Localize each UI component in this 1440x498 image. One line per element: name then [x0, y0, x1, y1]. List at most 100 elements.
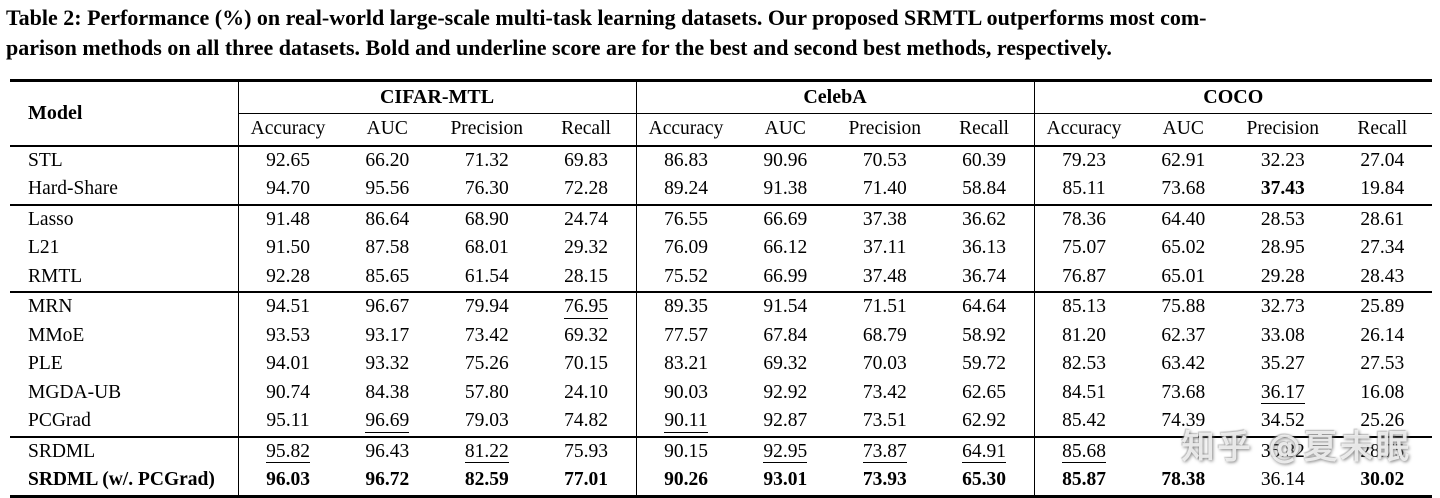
value-cell: 85.42: [1033, 407, 1134, 438]
value-text: 71.32: [464, 149, 509, 171]
value-text: 62.92: [962, 410, 1006, 432]
value-text: 95.11: [266, 410, 310, 432]
value-cell: 37.38: [835, 205, 935, 235]
table-row: PLE 94.01 93.32 75.26 70.15 83.21 69.32 70.03 59…: [10, 350, 1432, 379]
value-text: 70.03: [862, 353, 907, 375]
value-text: 79.94: [464, 296, 509, 318]
value-text: 63.42: [1161, 353, 1206, 375]
value-cell: 82.53: [1033, 350, 1134, 379]
value-text: 58.92: [962, 324, 1006, 346]
value-text: 59.72: [962, 353, 1006, 375]
value-cell: 96.72: [338, 466, 438, 496]
value-text: 32.73: [1260, 296, 1305, 318]
value-text: 25.26: [1360, 410, 1405, 432]
value-cell: 85.13: [1033, 292, 1134, 322]
value-cell: 27.04: [1333, 146, 1433, 176]
value-text: 69.32: [763, 353, 808, 375]
value-text: 62.91: [1161, 149, 1206, 171]
table-row: MGDA-UB 90.74 84.38 57.80 24.10 90.03 92.92 73.…: [10, 378, 1432, 408]
value-text: 66.99: [763, 265, 808, 287]
value-cell: 95.82: [237, 436, 338, 467]
value-text: 91.48: [266, 208, 310, 230]
value-cell: 32.73: [1233, 292, 1333, 322]
value-text: 82.59: [464, 469, 509, 491]
value-cell: 86.83: [635, 145, 736, 176]
value-text: 83.21: [664, 353, 708, 375]
value-cell: 96.43: [338, 437, 438, 467]
value-text: 27.53: [1360, 353, 1405, 375]
value-cell: 75.26: [437, 350, 537, 379]
value-text: 75.52: [664, 265, 708, 287]
value-text: 89.24: [664, 178, 708, 200]
value-cell: 90.03: [635, 378, 736, 408]
value-cell: 94.01: [237, 350, 338, 379]
value-text: 85.87: [1062, 469, 1106, 491]
value-cell: 95.56: [337, 175, 437, 206]
value-cell: 79.94: [437, 292, 537, 322]
value-cell: 73.87: [835, 437, 935, 467]
value-cell: 81.20: [1033, 321, 1134, 351]
value-cell: 35.82: [1233, 437, 1333, 467]
value-cell: 75.93: [537, 437, 637, 467]
value-cell: 66.20: [338, 146, 438, 176]
value-cell: 61.54: [437, 262, 537, 294]
value-cell: 28.61: [1333, 205, 1433, 235]
value-cell: 71.51: [835, 292, 935, 322]
value-cell: 36.14: [1233, 466, 1333, 496]
value-cell: 92.95: [736, 437, 836, 467]
value-text: 73.93: [862, 469, 907, 491]
value-cell: 92.65: [237, 145, 338, 176]
metric-header-row: Accuracy AUC Precision Recall Accuracy AUC Pre…: [10, 113, 1433, 147]
value-cell: 83.21: [635, 350, 736, 379]
value-text: 93.01: [763, 469, 808, 491]
value-text: 90.11: [664, 410, 708, 433]
value-text: 28.15: [564, 265, 608, 287]
value-cell: 75.52: [635, 262, 736, 294]
value-cell: 67.84: [736, 322, 836, 351]
value-cell: 73.93: [835, 466, 935, 496]
value-text: 93.32: [365, 353, 410, 375]
value-text: 37.48: [862, 265, 907, 287]
value-text: 92.95: [763, 440, 808, 464]
value-cell: 65.02: [1134, 234, 1234, 263]
value-text: 37.38: [862, 208, 907, 230]
value-cell: 65.30: [935, 466, 1035, 496]
value-cell: 90.11: [635, 407, 736, 438]
model-name: L21: [28, 237, 60, 259]
value-cell: 62.91: [1134, 146, 1234, 176]
value-cell: 85.68: [1033, 436, 1134, 467]
value-text: 62.37: [1161, 324, 1206, 346]
value-text: 93.53: [266, 324, 310, 346]
value-text: 35.27: [1260, 353, 1305, 375]
value-text: 37.11: [863, 237, 907, 259]
value-cell: 76.09: [635, 234, 736, 263]
value-text: 86.64: [365, 208, 410, 230]
value-text: 92.92: [763, 381, 808, 403]
value-text: 65.01: [1161, 265, 1206, 287]
value-cell: 73.68: [1133, 175, 1234, 206]
table-body: STL 92.65 66.20 71.32 69.83 86.83 90.96 70.53 60…: [10, 145, 1433, 497]
value-text: 24.10: [564, 381, 608, 403]
value-cell: 75.07: [1033, 234, 1134, 263]
value-cell: 64.91: [935, 437, 1035, 467]
value-cell: 68.79: [835, 322, 935, 351]
value-cell: 74.82: [536, 407, 636, 438]
value-text: 91.54: [763, 296, 808, 318]
value-text: 64.64: [962, 296, 1006, 318]
value-text: 96.67: [365, 296, 410, 318]
value-cell: 72.28: [536, 175, 636, 206]
value-cell: 37.48: [835, 262, 935, 294]
value-cell: 73.51: [835, 407, 935, 438]
value-cell: 73.42: [437, 322, 537, 351]
value-text: 90.26: [664, 469, 708, 491]
value-cell: 62.65: [935, 379, 1035, 408]
value-text: 91.50: [266, 237, 310, 259]
value-cell: 73.68: [1134, 379, 1234, 408]
value-text: 28.95: [1260, 237, 1305, 259]
value-cell: 29.28: [1233, 262, 1333, 294]
value-cell: 89.24: [635, 175, 736, 206]
model-name: STL: [28, 149, 63, 171]
model-name: MRN: [28, 296, 73, 318]
value-text: 76.30: [464, 178, 509, 200]
value-cell: 75.88: [1134, 292, 1234, 322]
